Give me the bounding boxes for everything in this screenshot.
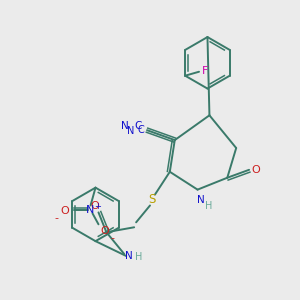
Text: S: S (148, 193, 156, 206)
Text: H: H (135, 252, 143, 262)
Text: N: N (125, 251, 133, 261)
Text: O: O (100, 226, 109, 236)
Text: -: - (55, 213, 59, 224)
Text: O: O (252, 165, 260, 175)
Text: N: N (122, 121, 129, 131)
Text: +: + (94, 202, 101, 211)
Text: N: N (128, 126, 135, 136)
Text: N: N (86, 206, 95, 215)
Text: O: O (90, 202, 99, 212)
Text: C: C (134, 121, 142, 131)
Text: F: F (202, 66, 208, 76)
Text: O: O (60, 206, 69, 216)
Text: H: H (205, 202, 212, 212)
Text: C: C (138, 125, 145, 135)
Text: -: - (110, 233, 114, 243)
Text: N: N (197, 194, 204, 205)
